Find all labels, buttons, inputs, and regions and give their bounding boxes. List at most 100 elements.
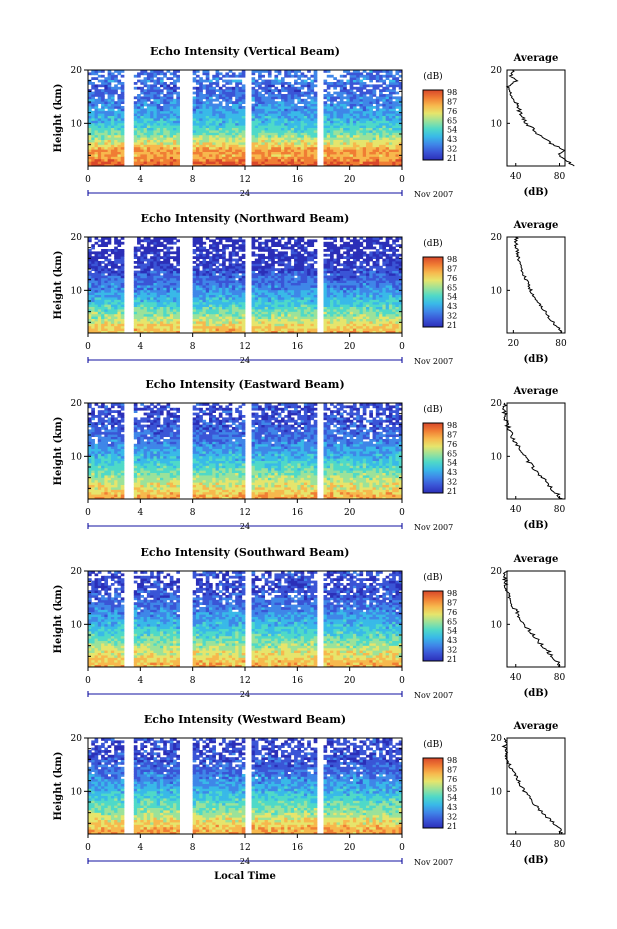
heatmap-cell: [395, 132, 400, 136]
heatmap-cell: [110, 134, 115, 138]
heatmap-cell: [205, 323, 210, 327]
heatmap-cell: [388, 328, 393, 331]
heatmap-cell: [294, 306, 298, 310]
heatmap-cell: [117, 115, 122, 119]
heatmap-cell: [379, 146, 383, 150]
heatmap-cell: [235, 313, 239, 317]
heatmap-cell: [271, 120, 275, 124]
heatmap-cell: [366, 106, 370, 109]
heatmap-cell: [369, 151, 373, 155]
heatmap-cell: [284, 74, 288, 78]
heatmap-cell: [192, 161, 197, 164]
heatmap-cell: [398, 98, 403, 102]
heatmap-cell: [91, 330, 95, 334]
heatmap-cell: [156, 292, 161, 295]
heatmap-cell: [218, 142, 223, 145]
heatmap-cell: [107, 98, 112, 102]
heatmap-cell: [150, 321, 154, 324]
heatmap-cell: [264, 96, 269, 100]
heatmap-cell: [382, 132, 387, 136]
heatmap-cell: [209, 82, 213, 85]
heatmap-cell: [241, 74, 246, 78]
heatmap-cell: [137, 311, 141, 315]
heatmap-cell: [137, 130, 141, 133]
heatmap-cell: [169, 98, 174, 102]
heatmap-cell: [258, 282, 262, 286]
heatmap-cell: [215, 137, 220, 140]
heatmap-cell: [395, 297, 400, 300]
heatmap-cell: [339, 74, 344, 78]
heatmap-cell: [163, 285, 167, 288]
heatmap-cell: [212, 323, 216, 327]
heatmap-cell: [343, 287, 347, 291]
heatmap-cell: [235, 113, 239, 116]
heatmap-cell: [352, 313, 357, 317]
heatmap-cell: [199, 297, 203, 300]
heatmap-cell: [117, 144, 122, 148]
heatmap-cell: [280, 285, 285, 288]
heatmap-cell: [140, 113, 144, 116]
heatmap-cell: [310, 144, 315, 148]
heatmap-cell: [303, 294, 308, 298]
heatmap-cell: [372, 91, 377, 95]
heatmap-cell: [91, 161, 95, 164]
heatmap-cell: [271, 134, 275, 138]
heatmap-cell: [300, 108, 305, 112]
heatmap-cell: [362, 134, 367, 138]
heatmap-cell: [195, 163, 200, 167]
heatmap-cell: [202, 103, 207, 107]
heatmap-cell: [218, 156, 223, 160]
heatmap-cell: [215, 120, 220, 124]
heatmap-cell: [215, 318, 220, 322]
heatmap-cell: [159, 101, 164, 104]
heatmap-cell: [101, 313, 105, 317]
heatmap-cell: [326, 282, 331, 286]
heatmap-cell: [192, 330, 197, 334]
heatmap-cell: [359, 134, 364, 138]
heatmap-cell: [166, 306, 171, 310]
heatmap-cell: [133, 299, 138, 303]
heatmap-cell: [166, 161, 171, 164]
heatmap-cell: [369, 96, 373, 100]
heatmap-cell: [369, 70, 373, 73]
heatmap-cell: [398, 156, 403, 160]
heatmap-cell: [290, 280, 295, 283]
heatmap-cell: [343, 297, 347, 300]
heatmap-cell: [382, 163, 387, 167]
heatmap-cell: [382, 328, 387, 331]
heatmap-cell: [310, 101, 315, 104]
heatmap-cell: [274, 94, 279, 97]
heatmap-cell: [254, 110, 259, 114]
heatmap-cell: [310, 330, 315, 334]
heatmap-cell: [326, 115, 331, 119]
heatmap-cell: [395, 115, 400, 119]
heatmap-cell: [235, 79, 239, 83]
heatmap-cell: [271, 285, 275, 288]
heatmap-cell: [159, 77, 164, 80]
heatmap-cell: [209, 280, 213, 283]
heatmap-cell: [274, 161, 279, 164]
heatmap-cell: [356, 98, 360, 102]
heatmap-cell: [326, 325, 331, 329]
heatmap-cell: [150, 101, 154, 104]
heatmap-cell: [382, 96, 387, 100]
heatmap-cell: [195, 110, 200, 114]
heatmap-cell: [176, 289, 180, 293]
heatmap-cell: [271, 130, 275, 133]
heatmap-cell: [205, 311, 210, 315]
heatmap-cell: [261, 289, 266, 293]
heatmap-cell: [150, 287, 154, 291]
heatmap-cell: [114, 289, 118, 293]
heatmap-cell: [133, 96, 138, 100]
heatmap-cell: [339, 304, 344, 307]
heatmap-cell: [137, 94, 141, 97]
heatmap-cell: [287, 330, 292, 334]
heatmap-cell: [310, 132, 315, 136]
heatmap-cell: [303, 311, 308, 315]
heatmap-cell: [101, 106, 105, 109]
heatmap-cell: [140, 325, 144, 329]
heatmap-cell: [120, 306, 125, 310]
heatmap-cell: [271, 113, 275, 116]
heatmap-cell: [274, 156, 279, 160]
heatmap-cell: [163, 103, 167, 107]
